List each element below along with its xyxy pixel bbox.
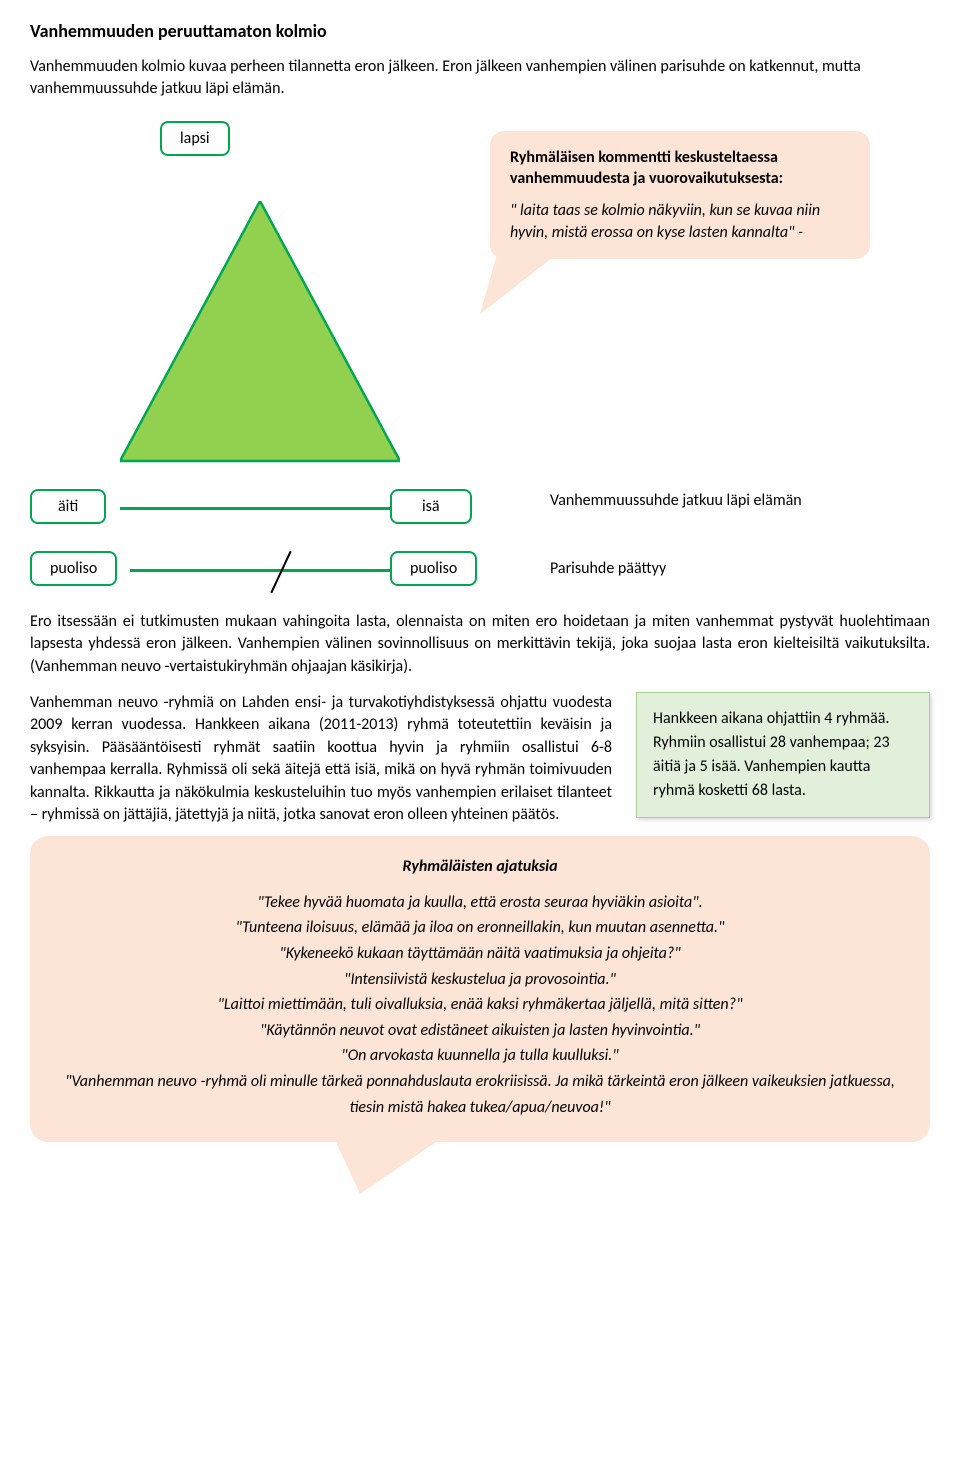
paragraph-1: Ero itsessään ei tutkimusten mukaan vahi… — [30, 611, 930, 678]
thought-line-7: "Vanhemman neuvo -ryhmä oli minulle tärk… — [60, 1069, 900, 1120]
node-aiti-label: äiti — [58, 497, 78, 516]
node-isa-label: isä — [422, 497, 440, 516]
triangle-icon — [120, 201, 400, 471]
thought-line-6: "On arvokasta kuunnella ja tulla kuulluk… — [60, 1043, 900, 1069]
page-title: Vanhemmuuden peruuttamaton kolmio — [30, 20, 930, 42]
comment-bold: Ryhmäläisen kommentti keskusteltaessa va… — [510, 147, 850, 190]
node-aiti: äiti — [30, 489, 106, 524]
stats-box: Hankkeen aikana ohjattiin 4 ryhmää. Ryhm… — [636, 692, 930, 818]
break-mark — [270, 551, 291, 594]
thought-line-3: "Intensiivistä keskustelua ja provosoint… — [60, 967, 900, 993]
thought-line-1: "Tunteena iloisuus, elämää ja iloa on er… — [60, 915, 900, 941]
connector-spouses — [130, 569, 390, 572]
thoughts-bubble-wrap: Ryhmäläisten ajatuksia "Tekee hyvää huom… — [30, 836, 930, 1142]
node-puoliso1: puoliso — [30, 551, 117, 586]
node-puoliso2-label: puoliso — [410, 559, 457, 578]
row1-label: Vanhemmuussuhde jatkuu läpi elämän — [550, 491, 810, 510]
connector-parents — [120, 507, 390, 510]
node-puoliso2: puoliso — [390, 551, 477, 586]
thought-line-4: "Laittoi miettimään, tuli oivalluksia, e… — [60, 992, 900, 1018]
thoughts-bubble-tail-icon — [330, 1129, 455, 1194]
row2-label: Parisuhde päättyy — [550, 559, 666, 578]
node-lapsi: lapsi — [160, 121, 230, 156]
comment-bubble: Ryhmäläisen kommentti keskusteltaessa va… — [490, 131, 870, 259]
node-lapsi-label: lapsi — [180, 129, 210, 148]
comment-italic: " laita taas se kolmio näkyviin, kun se … — [510, 200, 850, 243]
thought-line-5: "Käytännön neuvot ovat edistäneet aikuis… — [60, 1018, 900, 1044]
node-isa: isä — [390, 489, 472, 524]
triangle-diagram: lapsi Ryhmäläisen kommentti keskusteltae… — [30, 121, 930, 481]
left-column-text: Vanhemman neuvo -ryhmiä on Lahden ensi- … — [30, 692, 612, 826]
thoughts-bubble: Ryhmäläisten ajatuksia "Tekee hyvää huom… — [30, 836, 930, 1142]
thought-line-2: "Kykeneekö kukaan täyttämään näitä vaati… — [60, 941, 900, 967]
intro-paragraph: Vanhemmuuden kolmio kuvaa perheen tilann… — [30, 56, 930, 101]
thoughts-title: Ryhmäläisten ajatuksia — [60, 854, 900, 880]
bubble-tail-icon — [480, 244, 580, 314]
two-column-section: Vanhemman neuvo -ryhmiä on Lahden ensi- … — [30, 692, 930, 826]
node-puoliso1-label: puoliso — [50, 559, 97, 578]
thought-line-0: "Tekee hyvää huomata ja kuulla, että ero… — [60, 890, 900, 916]
